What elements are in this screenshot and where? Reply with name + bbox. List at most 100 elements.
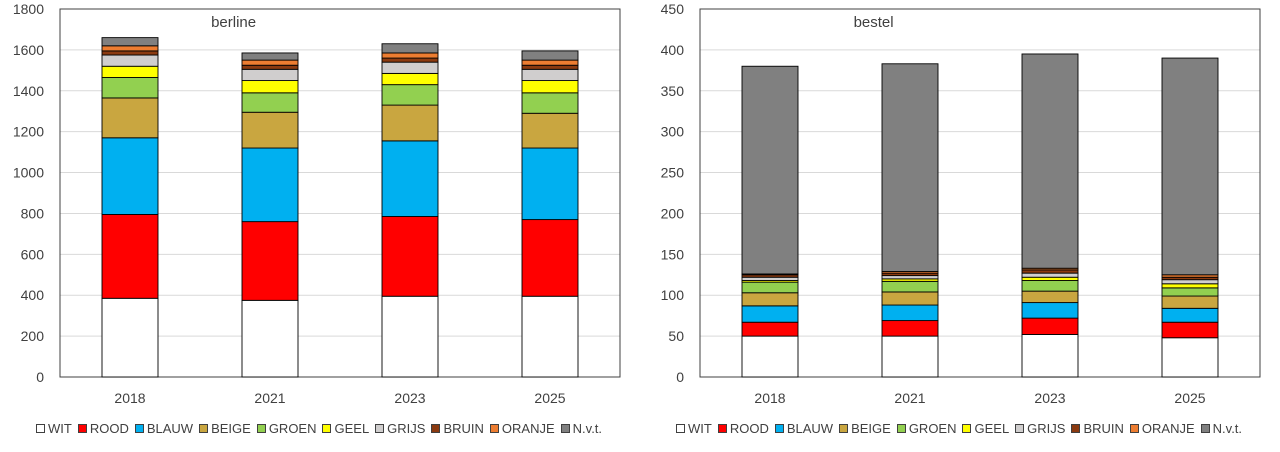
y-tick-label: 350	[661, 83, 685, 99]
legend-item: GRIJS	[1015, 421, 1065, 436]
legend-label: BLAUW	[146, 421, 194, 436]
legend-swatch	[962, 424, 972, 433]
legend-label: ROOD	[729, 421, 769, 436]
legend-swatch	[774, 424, 784, 433]
bar-segment-nvt-2025	[521, 50, 579, 61]
legend-swatch	[839, 424, 849, 433]
bar-segment-geel-2018	[101, 65, 159, 78]
legend-label: ROOD	[89, 421, 129, 436]
y-tick-label: 1400	[13, 83, 44, 99]
legend-swatch	[256, 424, 266, 433]
legend-label: N.v.t.	[1212, 421, 1243, 436]
x-tick-label: 2023	[1034, 390, 1065, 406]
legend-swatch	[676, 424, 685, 433]
bar-segment-oranje-2018	[101, 45, 159, 52]
legend-swatch	[1200, 424, 1210, 433]
bar-segment-blauw-2021	[241, 147, 299, 223]
legend-item: BRUIN	[431, 421, 484, 436]
legend-item: GRIJS	[375, 421, 425, 436]
legend-item: N.v.t.	[560, 421, 602, 436]
bar-segment-grijs-2025	[521, 68, 579, 82]
bar-segment-blauw-2018	[101, 137, 159, 215]
bar-segment-rood-2018	[741, 321, 799, 337]
y-tick-label: 450	[661, 1, 685, 17]
bar-segment-geel-2023	[381, 72, 439, 86]
legend-label: GEEL	[974, 421, 1010, 436]
bar-segment-beige-2021	[881, 291, 939, 306]
y-tick-label: 1200	[13, 124, 44, 140]
bar-segment-groen-2023	[381, 84, 439, 106]
legend-swatch	[896, 424, 906, 433]
chart-title: berline	[211, 14, 256, 31]
bar-segment-beige-2018	[101, 97, 159, 139]
bar-segment-bruin-2021	[241, 64, 299, 70]
bar-segment-wit-2018	[101, 297, 159, 378]
y-tick-label: 0	[676, 369, 684, 385]
legend-swatch	[322, 424, 332, 433]
bar-segment-geel-2021	[241, 80, 299, 94]
bar-segment-geel-2023	[1021, 276, 1079, 281]
legend-swatch	[560, 424, 570, 433]
legend-swatch	[36, 424, 45, 433]
plot-area-frame	[59, 8, 621, 378]
bar-segment-wit-2023	[1021, 334, 1079, 378]
bar-segment-groen-2025	[521, 92, 579, 114]
x-tick-label: 2018	[754, 390, 785, 406]
y-tick-label: 400	[661, 42, 685, 58]
y-tick-label: 100	[661, 287, 685, 303]
legend-label: BLAUW	[786, 421, 834, 436]
bar-segment-wit-2021	[241, 299, 299, 378]
bar-segment-beige-2023	[1021, 290, 1079, 304]
legend-label: WIT	[48, 421, 72, 436]
bar-segment-nvt-2018	[741, 65, 799, 275]
y-tick-label: 200	[661, 205, 685, 221]
bar-segment-nvt-2018	[101, 37, 159, 47]
y-tick-label: 150	[661, 246, 685, 262]
bar-segment-rood-2025	[521, 219, 579, 297]
legend-berline: WIT ROOD BLAUW BEIGE GROEN GEEL GRIJS BRUIN ORAN…	[36, 421, 608, 436]
legend-label: GRIJS	[387, 421, 426, 436]
bar-segment-beige-2021	[241, 111, 299, 149]
legend-label: ORANJE	[1141, 421, 1195, 436]
bar-segment-rood-2025	[1161, 321, 1219, 339]
legend-label: WIT	[688, 421, 712, 436]
bar-segment-nvt-2021	[241, 52, 299, 61]
chart-title: bestel	[854, 14, 894, 31]
bar-segment-oranje-2021	[241, 59, 299, 66]
bar-segment-blauw-2023	[381, 140, 439, 217]
y-tick-label: 200	[21, 328, 45, 344]
y-tick-label: 0	[36, 369, 44, 385]
legend-label: BEIGE	[211, 421, 251, 436]
legend-label: BRUIN	[1083, 421, 1124, 436]
legend-item: ORANJE	[489, 421, 555, 436]
legend-label: ORANJE	[501, 421, 555, 436]
chart-berline: 0 200 400 600 800 1000 1200 1400 1600 1800 2018 202…	[13, 1, 621, 406]
bar-segment-rood-2018	[101, 214, 159, 299]
bar-segment-beige-2025	[1161, 295, 1219, 309]
x-tick-label: 2023	[394, 390, 425, 406]
legend-swatch	[1129, 424, 1139, 433]
bar-segment-wit-2018	[741, 335, 799, 378]
bar-segment-wit-2025	[521, 295, 579, 378]
legend-item: GEEL	[962, 421, 1009, 436]
bar-segment-groen-2025	[1161, 287, 1219, 297]
legend-item: GEEL	[322, 421, 369, 436]
bar-segment-grijs-2021	[881, 275, 939, 280]
bar-segment-bruin-2025	[521, 64, 579, 70]
bar-segment-nvt-2023	[1021, 53, 1079, 269]
bar-segment-bruin-2018	[101, 50, 159, 56]
bar-segment-wit-2023	[381, 295, 439, 378]
legend-item: WIT	[36, 421, 72, 436]
legend-label: GROEN	[268, 421, 317, 436]
legend-swatch	[199, 424, 209, 433]
legend-item: ROOD	[717, 421, 769, 436]
legend-label: GRIJS	[1027, 421, 1066, 436]
bar-segment-rood-2023	[1021, 317, 1079, 335]
bar-segment-geel-2025	[1161, 283, 1219, 289]
legend-swatch	[1015, 424, 1025, 433]
x-tick-label: 2018	[114, 390, 145, 406]
bar-segment-blauw-2023	[1021, 302, 1079, 319]
legend-item: BRUIN	[1071, 421, 1124, 436]
legend-label: GEEL	[334, 421, 370, 436]
chart-panel-berline: 0 200 400 600 800 1000 1200 1400 1600 1800 2018 202…	[13, 1, 621, 436]
